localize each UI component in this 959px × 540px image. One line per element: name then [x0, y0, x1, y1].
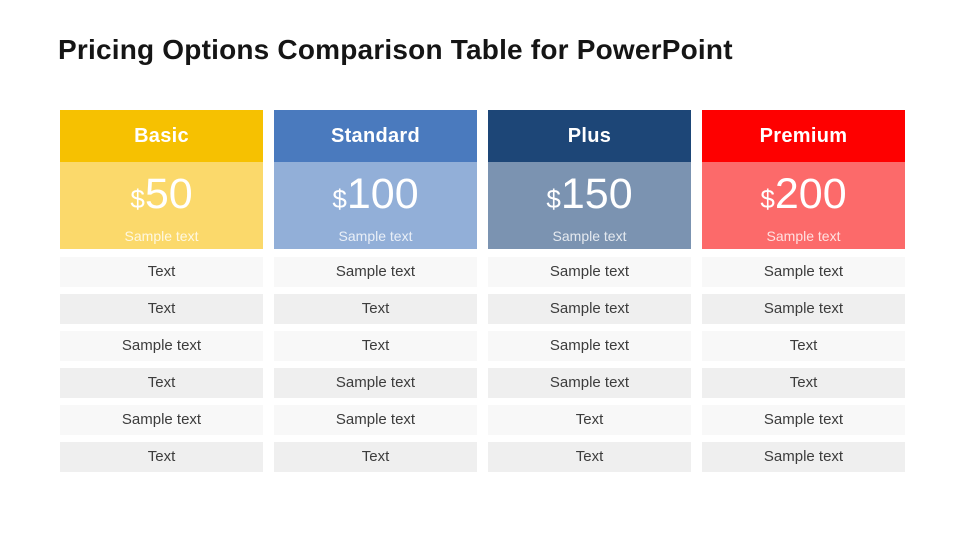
feature-cell: Text — [274, 442, 477, 472]
feature-cell: Text — [60, 368, 263, 398]
price-amount: 200 — [774, 170, 847, 218]
plan-header: Premium — [702, 110, 905, 162]
plan-price-panel: $100 Sample text — [274, 162, 477, 249]
plan-price-panel: $50 Sample text — [60, 162, 263, 249]
feature-cell: Sample text — [274, 405, 477, 435]
feature-list: Sample text Sample text Sample text Sample … — [488, 257, 691, 479]
price-amount: 150 — [560, 170, 633, 218]
feature-cell: Text — [60, 294, 263, 324]
price-subtitle: Sample text — [124, 228, 199, 244]
feature-cell: Sample text — [702, 442, 905, 472]
plan-column: Standard $100 Sample text Sample text Tex… — [274, 110, 477, 479]
feature-cell: Sample text — [60, 405, 263, 435]
plan-header: Basic — [60, 110, 263, 162]
price-subtitle: Sample text — [766, 228, 841, 244]
plan-name-label: Plus — [567, 124, 612, 147]
plan-header: Standard — [274, 110, 477, 162]
plan-header: Plus — [488, 110, 691, 162]
feature-cell: Text — [488, 405, 691, 435]
plan-column: Basic $50 Sample text Text Text Sample tex… — [60, 110, 263, 479]
feature-cell: Text — [60, 257, 263, 287]
price-line: $50 — [60, 171, 263, 227]
feature-cell: Text — [60, 442, 263, 472]
price-line: $200 — [702, 171, 905, 227]
price-currency: $ — [130, 184, 145, 214]
feature-list: Sample text Text Text Sample text Sample tex… — [274, 257, 477, 479]
price-currency: $ — [546, 184, 561, 214]
feature-cell: Sample text — [702, 405, 905, 435]
feature-cell: Sample text — [702, 257, 905, 287]
feature-cell: Text — [702, 368, 905, 398]
feature-cell: Text — [488, 442, 691, 472]
plan-name-label: Basic — [134, 124, 189, 147]
price-currency: $ — [332, 184, 347, 214]
page-title: Pricing Options Comparison Table for Pow… — [58, 34, 733, 65]
feature-cell: Sample text — [488, 294, 691, 324]
price-line: $100 — [274, 171, 477, 227]
plan-name-label: Standard — [330, 124, 421, 147]
plan-price-panel: $150 Sample text — [488, 162, 691, 249]
feature-cell: Sample text — [702, 294, 905, 324]
feature-cell: Sample text — [274, 368, 477, 398]
feature-cell: Sample text — [488, 257, 691, 287]
feature-cell: Text — [702, 331, 905, 361]
feature-list: Text Text Sample text Text Sample text Text — [60, 257, 263, 479]
feature-cell: Sample text — [60, 331, 263, 361]
feature-cell: Sample text — [488, 331, 691, 361]
price-currency: $ — [760, 184, 775, 214]
feature-cell: Sample text — [274, 257, 477, 287]
feature-cell: Sample text — [488, 368, 691, 398]
pricing-grid: Basic $50 Sample text Text Text Sample tex… — [60, 110, 905, 479]
plan-price-panel: $200 Sample text — [702, 162, 905, 249]
price-amount: 50 — [144, 170, 193, 218]
feature-cell: Text — [274, 294, 477, 324]
price-subtitle: Sample text — [338, 228, 413, 244]
price-subtitle: Sample text — [552, 228, 627, 244]
price-line: $150 — [488, 171, 691, 227]
feature-cell: Text — [274, 331, 477, 361]
plan-column: Premium $200 Sample text Sample text Samp… — [702, 110, 905, 479]
plan-name-label: Premium — [759, 124, 848, 147]
plan-column: Plus $150 Sample text Sample text Sample … — [488, 110, 691, 479]
feature-list: Sample text Sample text Text Text Sample tex… — [702, 257, 905, 479]
price-amount: 100 — [346, 170, 419, 218]
